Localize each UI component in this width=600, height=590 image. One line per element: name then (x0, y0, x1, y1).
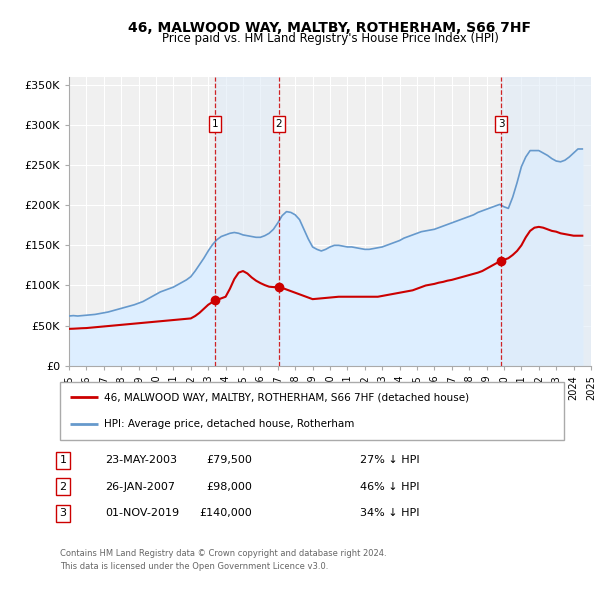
Text: HPI: Average price, detached house, Rotherham: HPI: Average price, detached house, Roth… (104, 419, 355, 429)
Bar (501, 77, 591, 366)
Text: 26-JAN-2007: 26-JAN-2007 (105, 482, 175, 491)
Text: 2: 2 (276, 119, 283, 129)
Text: 3: 3 (498, 119, 505, 129)
Bar (215, 77, 279, 366)
Text: This data is licensed under the Open Government Licence v3.0.: This data is licensed under the Open Gov… (60, 562, 328, 571)
Text: 1: 1 (59, 455, 67, 465)
Text: 1: 1 (211, 119, 218, 129)
Text: 3: 3 (59, 509, 67, 518)
Text: 34% ↓ HPI: 34% ↓ HPI (360, 509, 419, 518)
Text: Contains HM Land Registry data © Crown copyright and database right 2024.: Contains HM Land Registry data © Crown c… (60, 549, 386, 558)
Text: 46, MALWOOD WAY, MALTBY, ROTHERHAM, S66 7HF (detached house): 46, MALWOOD WAY, MALTBY, ROTHERHAM, S66 … (104, 392, 469, 402)
Text: 46% ↓ HPI: 46% ↓ HPI (360, 482, 419, 491)
FancyBboxPatch shape (60, 382, 564, 440)
Text: £98,000: £98,000 (206, 482, 252, 491)
Text: 27% ↓ HPI: 27% ↓ HPI (360, 455, 419, 465)
Text: 23-MAY-2003: 23-MAY-2003 (105, 455, 177, 465)
Text: Price paid vs. HM Land Registry's House Price Index (HPI): Price paid vs. HM Land Registry's House … (161, 32, 499, 45)
Text: 2: 2 (59, 482, 67, 491)
Text: 46, MALWOOD WAY, MALTBY, ROTHERHAM, S66 7HF: 46, MALWOOD WAY, MALTBY, ROTHERHAM, S66 … (128, 21, 532, 35)
Text: £79,500: £79,500 (206, 455, 252, 465)
Text: £140,000: £140,000 (199, 509, 252, 518)
Text: 01-NOV-2019: 01-NOV-2019 (105, 509, 179, 518)
